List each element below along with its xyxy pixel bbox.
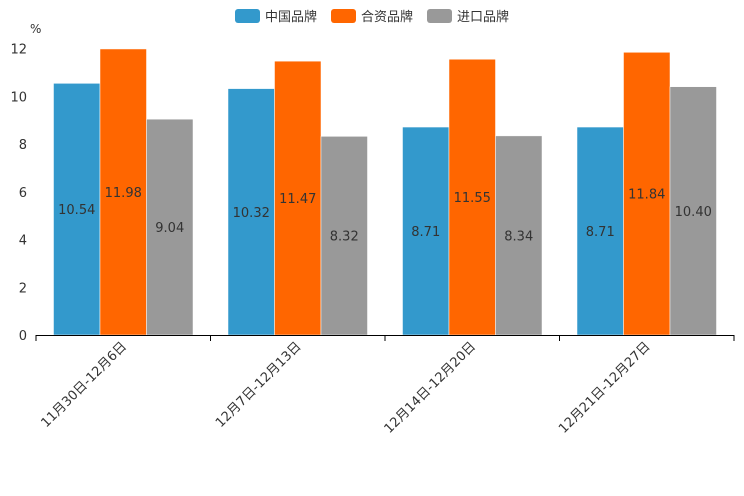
y-axis-unit: % (30, 22, 42, 36)
legend-label-import-brand: 进口品牌 (457, 10, 510, 25)
x-category-label: 11月30日-12月6日 (38, 339, 130, 431)
bar-value-label: 8.71 (586, 225, 615, 240)
bar-value-label: 8.71 (411, 225, 440, 240)
bar (623, 52, 671, 336)
y-tick-label: 8 (19, 138, 27, 153)
x-category-label: 12月7日-12月13日 (213, 339, 305, 431)
bar-value-label: 8.32 (330, 230, 359, 245)
bar-value-label: 11.55 (454, 191, 491, 206)
legend-item-import-brand[interactable]: 进口品牌 (427, 6, 509, 25)
y-tick-label: 12 (10, 43, 27, 58)
legend-item-jv-brand[interactable]: 合资品牌 (330, 6, 413, 25)
bar-value-label: 11.47 (279, 192, 316, 207)
bar (227, 88, 275, 336)
legend: 中国品牌 合资品牌 进口品牌 (0, 6, 744, 25)
bar-value-label: 9.04 (155, 221, 184, 236)
legend-swatch-china-brand (234, 8, 260, 23)
bar-value-label: 10.54 (58, 203, 95, 218)
legend-swatch-import-brand (427, 8, 452, 23)
y-tick-label: 4 (19, 234, 27, 249)
y-tick-label: 6 (19, 186, 27, 201)
bar (274, 60, 322, 336)
legend-label-china-brand: 中国品牌 (264, 10, 317, 25)
bar-value-label: 11.84 (628, 188, 665, 203)
legend-item-china-brand[interactable]: 中国品牌 (234, 6, 317, 25)
bar-value-label: 10.32 (233, 206, 270, 221)
bar (320, 136, 368, 336)
x-category-label: 12月14日-12月20日 (382, 339, 479, 436)
legend-swatch-jv-brand (330, 8, 356, 23)
bar (99, 48, 147, 336)
bar (495, 135, 543, 336)
bar-value-label: 11.98 (105, 186, 142, 201)
bar-value-label: 8.34 (504, 229, 533, 244)
y-tick-label: 0 (19, 329, 27, 344)
bar (576, 126, 624, 336)
bar (402, 126, 450, 336)
y-tick-label: 2 (19, 281, 27, 296)
bar (669, 86, 717, 336)
bar-value-label: 10.40 (675, 205, 712, 220)
legend-label-jv-brand: 合资品牌 (360, 10, 413, 25)
y-tick-label: 10 (10, 90, 27, 105)
bar (146, 118, 194, 336)
x-category-label: 12月21日-12月27日 (556, 339, 653, 436)
